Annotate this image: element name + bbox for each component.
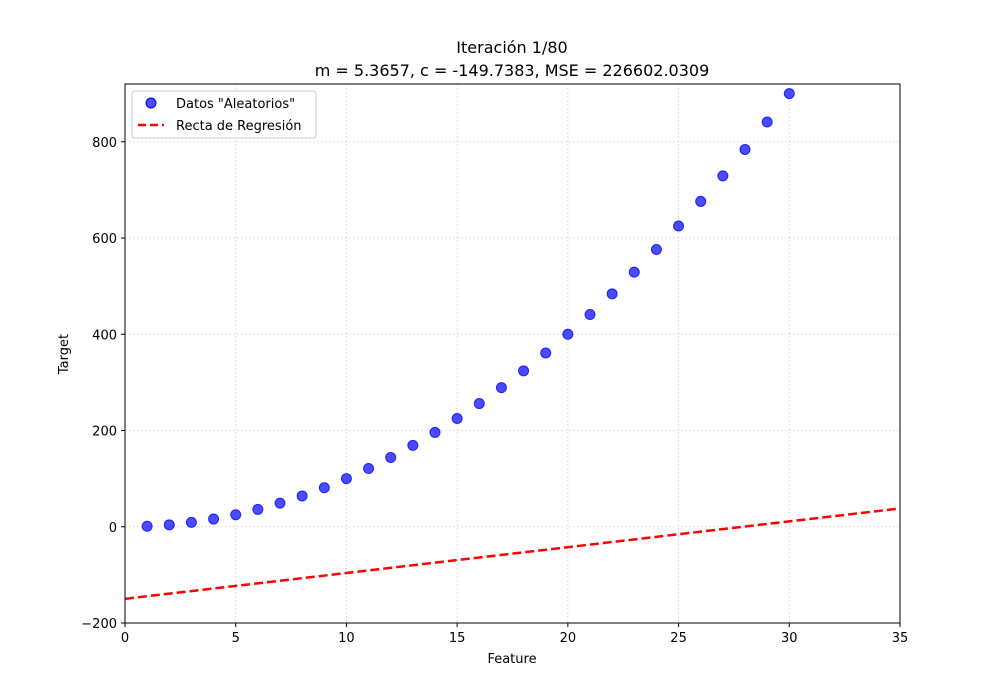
regression-line xyxy=(124,507,901,601)
data-point xyxy=(185,516,197,528)
data-point xyxy=(429,426,441,438)
y-axis-label: Target xyxy=(57,334,72,375)
data-point xyxy=(518,365,530,377)
data-point xyxy=(628,266,640,278)
legend-line-label: Recta de Regresión xyxy=(176,119,302,134)
ticks-layer: 0 5 10 15 20 25 30 35 −200 0 200 400 600 800 xyxy=(81,136,908,646)
data-point xyxy=(407,439,419,451)
data-point xyxy=(783,88,795,100)
data-point xyxy=(695,195,707,207)
x-axis-label: Feature xyxy=(487,652,536,667)
chart-subtitle: m = 5.3657, c = -149.7383, MSE = 226602.… xyxy=(315,61,710,80)
chart-title: Iteración 1/80 xyxy=(456,38,567,57)
data-point xyxy=(717,170,729,182)
scatter-points-layer xyxy=(141,88,795,532)
x-tick-label: 35 xyxy=(892,631,909,646)
x-tick-label: 5 xyxy=(232,631,240,646)
data-point xyxy=(208,513,220,525)
data-point xyxy=(340,473,352,485)
data-point xyxy=(650,244,662,256)
x-tick-label: 25 xyxy=(670,631,687,646)
data-point xyxy=(318,482,330,494)
data-point xyxy=(673,220,685,232)
y-tick-label: 800 xyxy=(92,136,117,151)
data-point xyxy=(274,497,286,509)
data-point xyxy=(296,490,308,502)
regression-line-layer xyxy=(124,507,901,601)
data-point xyxy=(252,503,264,515)
data-point xyxy=(761,116,773,128)
data-point xyxy=(163,519,175,531)
y-tick-label: 400 xyxy=(92,328,117,343)
y-tick-label: −200 xyxy=(81,617,117,632)
x-tick-label: 15 xyxy=(449,631,466,646)
data-point xyxy=(385,451,397,463)
grid-layer xyxy=(124,84,901,624)
legend-scatter-marker xyxy=(145,97,157,109)
data-point xyxy=(141,520,153,532)
data-point xyxy=(495,382,507,394)
x-tick-label: 30 xyxy=(781,631,798,646)
data-point xyxy=(451,412,463,424)
data-point xyxy=(606,288,618,300)
legend-box xyxy=(131,90,317,139)
data-point xyxy=(584,309,596,321)
data-point xyxy=(473,398,485,410)
data-point xyxy=(540,347,552,359)
axes-layer xyxy=(124,83,901,624)
data-point xyxy=(562,328,574,340)
x-tick-label: 10 xyxy=(338,631,355,646)
data-point xyxy=(739,143,751,155)
data-point xyxy=(230,509,242,521)
x-tick-label: 20 xyxy=(560,631,577,646)
legend: Datos "Aleatorios" Recta de Regresión xyxy=(131,90,317,139)
x-tick-label: 0 xyxy=(121,631,129,646)
axes-frame xyxy=(124,83,901,624)
y-tick-label: 600 xyxy=(92,232,117,247)
data-point xyxy=(363,463,375,475)
legend-scatter-label: Datos "Aleatorios" xyxy=(176,97,295,112)
y-tick-label: 0 xyxy=(109,521,117,536)
y-tick-label: 200 xyxy=(92,425,117,440)
